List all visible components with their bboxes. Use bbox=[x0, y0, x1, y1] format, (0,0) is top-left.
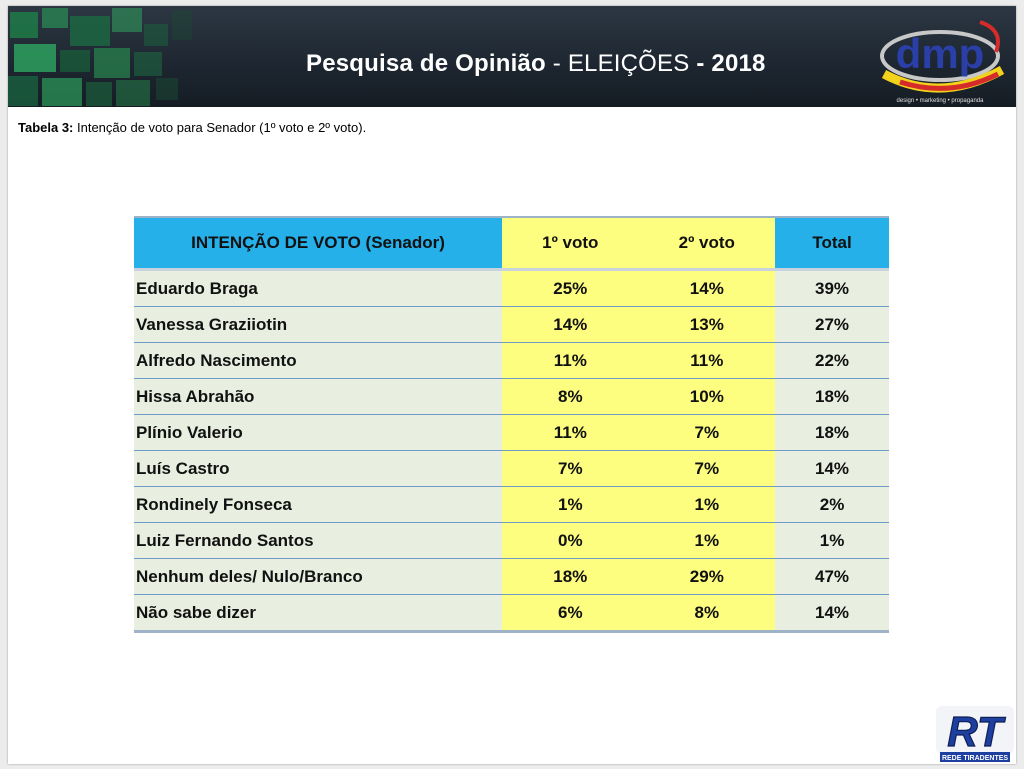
table-row: Hissa Abrahão 8% 10% 18% bbox=[134, 378, 889, 415]
title-part2: ELEIÇÕES bbox=[567, 50, 690, 77]
table-row: Luís Castro 7% 7% 14% bbox=[134, 450, 889, 487]
table-row: Alfredo Nascimento 11% 11% 22% bbox=[134, 342, 889, 379]
second-vote-value: 29% bbox=[638, 558, 776, 595]
dmp-logo: dmp design • marketing • propaganda bbox=[880, 20, 1005, 104]
header-first-vote: 1º voto bbox=[502, 216, 639, 271]
vote-intention-table: INTENÇÃO DE VOTO (Senador) 1º voto 2º vo… bbox=[134, 216, 889, 633]
table-row: Luiz Fernando Santos 0% 1% 1% bbox=[134, 522, 889, 559]
first-vote-value: 1% bbox=[502, 486, 639, 523]
total-value: 47% bbox=[775, 558, 889, 595]
second-vote-value: 1% bbox=[638, 486, 776, 523]
logo-tagline: design • marketing • propaganda bbox=[897, 98, 985, 104]
total-value: 27% bbox=[775, 306, 889, 343]
total-value: 22% bbox=[775, 342, 889, 379]
table-row: Plínio Valerio 11% 7% 18% bbox=[134, 414, 889, 451]
candidate-name: Luís Castro bbox=[134, 450, 503, 487]
header-second-vote: 2º voto bbox=[638, 216, 776, 271]
first-vote-value: 6% bbox=[502, 594, 639, 633]
table-row: Não sabe dizer 6% 8% 14% bbox=[134, 594, 889, 633]
total-value: 14% bbox=[775, 594, 889, 633]
header-total: Total bbox=[775, 216, 889, 271]
total-value: 18% bbox=[775, 378, 889, 415]
first-vote-value: 18% bbox=[502, 558, 639, 595]
table-header-row: INTENÇÃO DE VOTO (Senador) 1º voto 2º vo… bbox=[134, 216, 889, 271]
logo-letters: RT bbox=[947, 708, 1006, 755]
header-banner: Pesquisa de Opinião - ELEIÇÕES - 2018 dm… bbox=[8, 6, 1016, 107]
candidate-name: Não sabe dizer bbox=[134, 594, 503, 633]
candidate-name: Alfredo Nascimento bbox=[134, 342, 503, 379]
candidate-name: Plínio Valerio bbox=[134, 414, 503, 451]
first-vote-value: 11% bbox=[502, 342, 639, 379]
first-vote-value: 14% bbox=[502, 306, 639, 343]
first-vote-value: 11% bbox=[502, 414, 639, 451]
candidate-name: Nenhum deles/ Nulo/Branco bbox=[134, 558, 503, 595]
candidate-name: Hissa Abrahão bbox=[134, 378, 503, 415]
total-value: 39% bbox=[775, 269, 889, 307]
total-value: 18% bbox=[775, 414, 889, 451]
title-separator: - bbox=[545, 50, 568, 77]
decorative-tiles bbox=[8, 8, 192, 106]
title-year: 2018 bbox=[711, 50, 766, 77]
first-vote-value: 7% bbox=[502, 450, 639, 487]
header-candidate: INTENÇÃO DE VOTO (Senador) bbox=[134, 216, 503, 271]
table-caption: Tabela 3: Intenção de voto para Senador … bbox=[18, 120, 366, 135]
logo-wordmark: dmp bbox=[896, 30, 985, 77]
second-vote-value: 7% bbox=[638, 450, 776, 487]
total-value: 1% bbox=[775, 522, 889, 559]
banner-title: Pesquisa de Opinião - ELEIÇÕES - 2018 bbox=[306, 50, 766, 78]
second-vote-value: 8% bbox=[638, 594, 776, 633]
total-value: 14% bbox=[775, 450, 889, 487]
candidate-name: Rondinely Fonseca bbox=[134, 486, 503, 523]
second-vote-value: 14% bbox=[638, 269, 776, 307]
caption-label: Tabela 3: bbox=[18, 120, 74, 135]
first-vote-value: 25% bbox=[502, 269, 639, 307]
table-row: Rondinely Fonseca 1% 1% 2% bbox=[134, 486, 889, 523]
first-vote-value: 8% bbox=[502, 378, 639, 415]
slide: Pesquisa de Opinião - ELEIÇÕES - 2018 dm… bbox=[8, 6, 1016, 764]
total-value: 2% bbox=[775, 486, 889, 523]
logo-caption: REDE TIRADENTES bbox=[942, 755, 1008, 762]
candidate-name: Eduardo Braga bbox=[134, 269, 503, 307]
second-vote-value: 11% bbox=[638, 342, 776, 379]
second-vote-value: 13% bbox=[638, 306, 776, 343]
title-separator: - bbox=[689, 50, 712, 77]
candidate-name: Luiz Fernando Santos bbox=[134, 522, 503, 559]
title-part1: Pesquisa de Opinião bbox=[306, 50, 546, 77]
table-row: Nenhum deles/ Nulo/Branco 18% 29% 47% bbox=[134, 558, 889, 595]
table-row: Vanessa Graziiotin 14% 13% 27% bbox=[134, 306, 889, 343]
caption-text: Intenção de voto para Senador (1º voto e… bbox=[73, 120, 367, 135]
second-vote-value: 10% bbox=[638, 378, 776, 415]
candidate-name: Vanessa Graziiotin bbox=[134, 306, 503, 343]
second-vote-value: 7% bbox=[638, 414, 776, 451]
first-vote-value: 0% bbox=[502, 522, 639, 559]
rede-tiradentes-logo: RT REDE TIRADENTES bbox=[936, 706, 1014, 762]
second-vote-value: 1% bbox=[638, 522, 776, 559]
table-row: Eduardo Braga 25% 14% 39% bbox=[134, 269, 889, 307]
